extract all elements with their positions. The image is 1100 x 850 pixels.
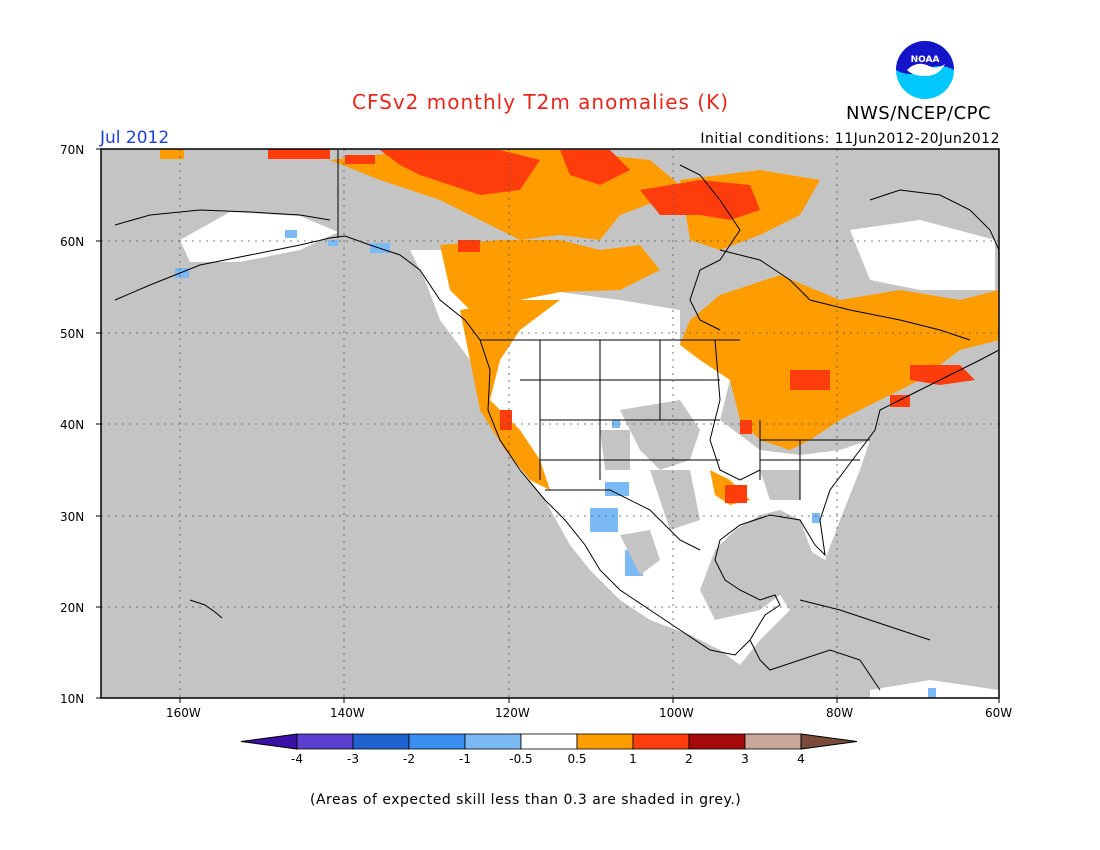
colorbar-box [744,733,802,750]
colorbar-tick-label: 3 [741,752,749,766]
lon-label-80w: 80W [826,706,854,720]
lat-label-50n: 50N [60,327,85,341]
lon-label-60w: 60W [985,706,1013,720]
colorbar-box [408,733,466,750]
logo-text: NOAA [911,55,940,65]
colorbar-tick-label: 1 [629,752,637,766]
colorbar-box [688,733,746,750]
map-title: CFSv2 monthly T2m anomalies (K) [352,90,729,114]
colorbar-box [464,733,522,750]
organization-label: NWS/NCEP/CPC [846,103,992,124]
colorbar-box [296,733,354,750]
lon-label-100w: 100W [659,706,694,720]
colorbar-tick-label: 0.5 [567,752,586,766]
lon-label-120w: 120W [495,706,530,720]
lat-label-30n: 30N [60,510,85,524]
noaa-logo: NOAA [896,41,954,99]
colorbar: -4 -3 -2 -1 -0.5 0.5 1 2 3 4 [240,733,858,766]
colorbar-tick-label: -0.5 [509,752,532,766]
colorbar-box [576,733,634,750]
lat-label-20n: 20N [60,601,85,615]
anomaly-red [268,149,975,503]
colorbar-box [632,733,690,750]
coastlines [114,150,1000,691]
gridlines [101,149,999,698]
colorbar-box [520,733,578,750]
colorbar-high-arrow [800,733,858,750]
skill-footnote: (Areas of expected skill less than 0.3 a… [310,792,742,808]
lat-label-40n: 40N [60,418,85,432]
colorbar-box [352,733,410,750]
colorbar-tick-label: -2 [403,752,415,766]
initial-conditions: Initial conditions: 11Jun2012-20Jun2012 [700,131,1000,147]
colorbar-tick-label: -1 [459,752,471,766]
colorbar-low-arrow [240,733,298,750]
lat-label-10n: 10N [60,692,85,706]
colorbar-tick-label: 4 [797,752,805,766]
colorbar-tick-label: 2 [685,752,693,766]
lon-label-140w: 140W [330,706,365,720]
colorbar-tick-label: -3 [347,752,359,766]
lat-label-70n: 70N [60,143,85,157]
lat-label-60n: 60N [60,235,85,249]
colorbar-tick-label: -4 [291,752,303,766]
forecast-period: Jul 2012 [100,128,170,148]
lon-label-160w: 160W [166,706,201,720]
tick-marks [96,148,1000,703]
